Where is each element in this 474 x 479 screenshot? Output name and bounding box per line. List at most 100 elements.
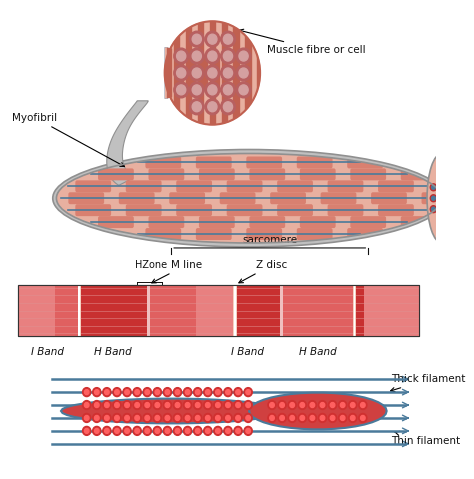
Circle shape <box>145 402 149 408</box>
Bar <box>234 19 239 126</box>
Circle shape <box>361 415 365 421</box>
Bar <box>203 21 207 125</box>
Circle shape <box>319 413 327 422</box>
Circle shape <box>216 389 220 395</box>
Circle shape <box>298 413 306 422</box>
Circle shape <box>164 21 260 125</box>
FancyBboxPatch shape <box>328 204 364 216</box>
Circle shape <box>328 413 337 422</box>
Circle shape <box>165 389 170 395</box>
Circle shape <box>320 415 325 421</box>
Circle shape <box>145 428 149 433</box>
Circle shape <box>270 415 274 421</box>
Circle shape <box>135 428 139 433</box>
Bar <box>78 285 80 336</box>
Text: HZone: HZone <box>135 260 167 270</box>
Circle shape <box>195 402 200 408</box>
Circle shape <box>113 400 121 410</box>
Text: Thin filament: Thin filament <box>391 431 460 446</box>
Circle shape <box>244 413 252 422</box>
Circle shape <box>234 413 242 422</box>
Bar <box>144 21 147 125</box>
Circle shape <box>92 426 101 435</box>
FancyBboxPatch shape <box>68 192 104 204</box>
Circle shape <box>310 402 315 408</box>
Circle shape <box>234 388 242 397</box>
Circle shape <box>204 413 212 422</box>
Circle shape <box>192 85 201 95</box>
Circle shape <box>223 34 233 44</box>
Bar <box>354 285 356 336</box>
Circle shape <box>192 68 201 78</box>
Circle shape <box>208 68 217 78</box>
Circle shape <box>185 402 190 408</box>
Circle shape <box>173 400 182 410</box>
Circle shape <box>164 21 260 125</box>
Circle shape <box>155 415 160 421</box>
Circle shape <box>82 413 91 422</box>
FancyBboxPatch shape <box>249 169 285 181</box>
Circle shape <box>239 85 248 95</box>
Circle shape <box>113 413 121 422</box>
Circle shape <box>280 415 284 421</box>
Bar <box>280 285 283 336</box>
Circle shape <box>236 389 240 395</box>
Circle shape <box>174 82 189 98</box>
Circle shape <box>298 400 306 410</box>
Bar <box>179 21 183 125</box>
Circle shape <box>192 102 201 112</box>
Bar <box>191 21 195 125</box>
Polygon shape <box>61 399 281 423</box>
FancyBboxPatch shape <box>350 169 386 181</box>
Circle shape <box>205 31 220 47</box>
Bar <box>78 285 81 336</box>
Circle shape <box>155 402 160 408</box>
Circle shape <box>92 413 101 422</box>
Circle shape <box>288 400 296 410</box>
FancyBboxPatch shape <box>196 228 232 240</box>
Circle shape <box>164 413 172 422</box>
Circle shape <box>319 400 327 410</box>
Bar <box>281 285 355 336</box>
FancyBboxPatch shape <box>401 169 437 181</box>
FancyBboxPatch shape <box>297 157 333 169</box>
Circle shape <box>223 102 233 112</box>
Circle shape <box>164 426 172 435</box>
Circle shape <box>133 426 141 435</box>
Circle shape <box>220 82 235 98</box>
Circle shape <box>320 402 325 408</box>
Circle shape <box>224 388 232 397</box>
Circle shape <box>195 415 200 421</box>
Circle shape <box>125 402 129 408</box>
Circle shape <box>268 413 276 422</box>
Text: I Band: I Band <box>231 347 264 357</box>
Circle shape <box>133 388 141 397</box>
Circle shape <box>290 415 294 421</box>
Circle shape <box>193 400 202 410</box>
Circle shape <box>164 388 172 397</box>
Circle shape <box>216 415 220 421</box>
FancyBboxPatch shape <box>378 204 414 216</box>
Circle shape <box>438 228 445 235</box>
Circle shape <box>308 400 317 410</box>
Circle shape <box>105 415 109 421</box>
Circle shape <box>177 68 186 78</box>
FancyBboxPatch shape <box>199 216 235 228</box>
Circle shape <box>214 400 222 410</box>
FancyBboxPatch shape <box>75 204 111 216</box>
Circle shape <box>270 402 274 408</box>
Circle shape <box>330 402 335 408</box>
Circle shape <box>234 426 242 435</box>
FancyBboxPatch shape <box>249 216 285 228</box>
Circle shape <box>84 389 89 395</box>
Bar <box>364 285 419 336</box>
Circle shape <box>440 207 444 211</box>
Circle shape <box>440 218 444 222</box>
Circle shape <box>175 402 180 408</box>
Circle shape <box>220 31 235 47</box>
FancyBboxPatch shape <box>328 181 364 192</box>
Circle shape <box>226 428 230 433</box>
FancyBboxPatch shape <box>300 169 336 181</box>
Circle shape <box>361 402 365 408</box>
Circle shape <box>204 400 212 410</box>
